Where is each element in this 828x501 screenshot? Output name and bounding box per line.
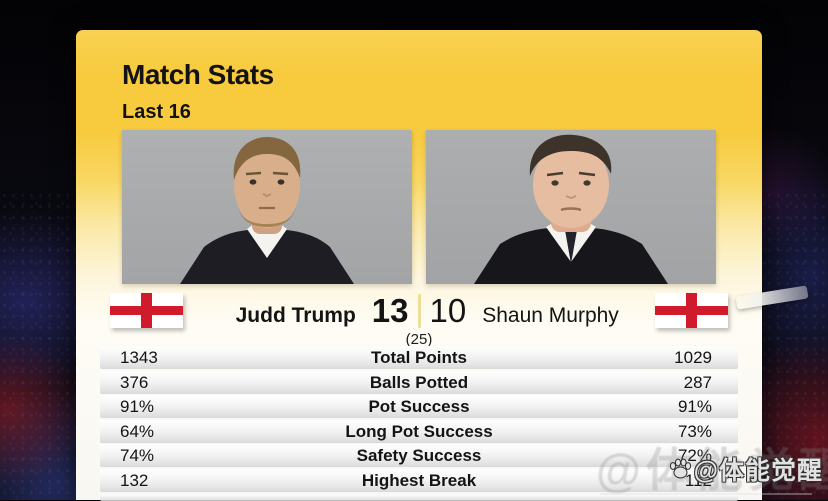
- stat-row-total-points: 1343 Total Points 1029: [100, 346, 738, 369]
- watermark-echo: @体能觉醒: [596, 444, 828, 496]
- stat-label: Pot Success: [368, 397, 470, 416]
- score-right: 10: [429, 292, 467, 329]
- stats-table: 1343 Total Points 1029 376 Balls Potted 287 91…: [100, 346, 738, 493]
- england-flag-icon: [655, 293, 728, 328]
- frame-note: (25): [405, 331, 433, 348]
- stat-value-left: 64%: [120, 421, 155, 441]
- score-row: Judd Trump 13 10 Shaun Murphy: [76, 290, 762, 332]
- stat-value-left: 1343: [120, 348, 158, 367]
- stat-value-right: 73%: [677, 421, 712, 441]
- score-left: 13: [371, 292, 409, 329]
- stat-value-right: 72%: [677, 446, 712, 465]
- player-photos: [122, 130, 716, 284]
- watermark-underline: [600, 493, 812, 495]
- match-stats-card: Match Stats Last 16: [76, 30, 762, 501]
- paw-icon: [669, 458, 691, 479]
- round-label: Last 16: [122, 101, 191, 123]
- player-name-left: Judd Trump: [235, 304, 356, 327]
- stat-value-right: 91%: [677, 397, 712, 416]
- player-photo-left: [122, 130, 412, 284]
- watermark-text: @体能觉醒: [693, 457, 823, 485]
- england-flag-right: [655, 293, 728, 328]
- stat-value-right: 287: [683, 372, 712, 392]
- player-name-right: Shaun Murphy: [482, 304, 619, 327]
- shaun-murphy-portrait: [426, 130, 716, 284]
- watermark: @体能觉醒: [668, 451, 823, 487]
- stat-value-right: 112: [684, 470, 712, 490]
- stat-row-long-pot-success: 64% Long Pot Success 73%: [100, 419, 738, 443]
- stat-label: Balls Potted: [369, 372, 469, 392]
- england-flag-icon: [110, 293, 183, 328]
- stat-label: Long Pot Success: [345, 421, 493, 441]
- stats-bottom-strip: [100, 494, 738, 501]
- stat-row-balls-potted: 376 Balls Potted 287: [100, 370, 738, 394]
- stat-value-right: 1029: [674, 348, 712, 367]
- stat-row-pot-success: 91% Pot Success 91%: [100, 395, 738, 418]
- stat-row-highest-break: 132 Highest Break 112: [100, 468, 738, 492]
- stat-value-left: 132: [120, 470, 149, 490]
- england-flag-left: [110, 293, 183, 328]
- stat-value-left: 376: [120, 372, 149, 392]
- stat-value-left: 74%: [120, 446, 155, 465]
- player-photo-right: [426, 130, 716, 284]
- page-title: Match Stats: [122, 59, 274, 90]
- judd-trump-portrait: [122, 130, 412, 284]
- stat-label: Safety Success: [356, 446, 482, 465]
- stat-label: Highest Break: [361, 470, 477, 490]
- stat-label: Total Points: [370, 348, 467, 367]
- score-divider: [417, 294, 421, 328]
- score-center: Judd Trump 13 10 Shaun Murphy: [186, 290, 652, 332]
- stat-value-left: 91%: [120, 397, 155, 416]
- stat-row-safety-success: 74% Safety Success 72%: [100, 444, 738, 467]
